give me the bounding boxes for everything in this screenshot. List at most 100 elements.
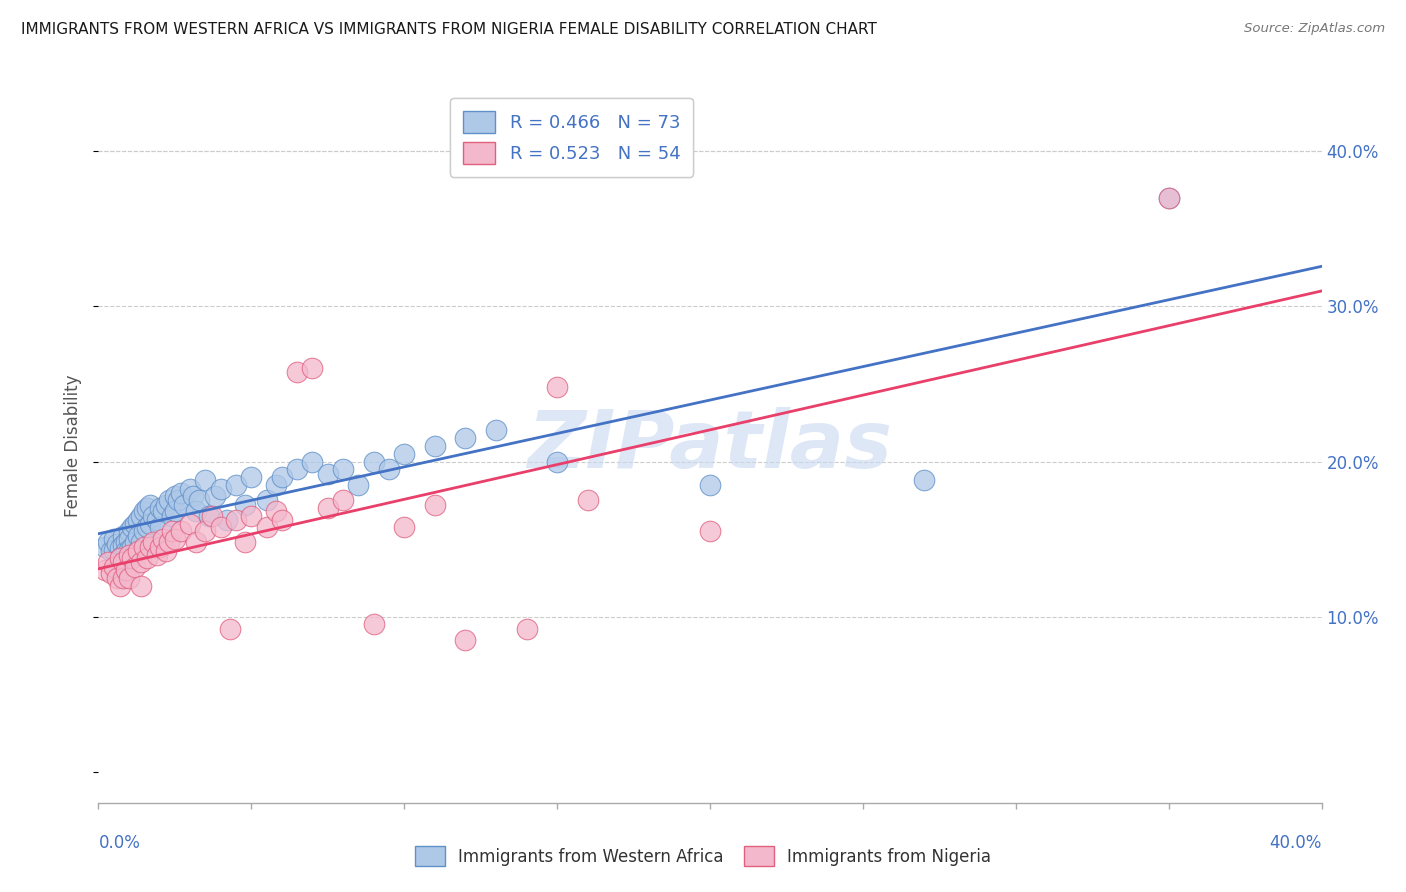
Point: [111, 571, 134, 585]
Point: [163, 532, 186, 546]
Point: [699, 524, 721, 539]
Point: [145, 548, 167, 562]
Point: [108, 550, 131, 565]
Point: [219, 622, 242, 636]
Point: [129, 535, 152, 549]
Point: [194, 473, 217, 487]
Point: [188, 493, 211, 508]
Point: [134, 540, 156, 554]
Point: [142, 535, 165, 549]
Point: [124, 516, 146, 531]
Point: [100, 544, 122, 558]
Point: [197, 508, 219, 523]
Point: [160, 508, 183, 523]
Text: IMMIGRANTS FROM WESTERN AFRICA VS IMMIGRANTS FROM NIGERIA FEMALE DISABILITY CORR: IMMIGRANTS FROM WESTERN AFRICA VS IMMIGR…: [21, 22, 877, 37]
Legend: R = 0.466   N = 73, R = 0.523   N = 54: R = 0.466 N = 73, R = 0.523 N = 54: [450, 98, 693, 177]
Point: [264, 477, 287, 491]
Point: [256, 519, 278, 533]
Point: [105, 571, 128, 585]
Point: [270, 513, 292, 527]
Point: [139, 498, 162, 512]
Point: [103, 560, 125, 574]
Point: [121, 540, 143, 554]
Point: [108, 541, 131, 556]
Point: [167, 493, 190, 508]
Point: [121, 550, 143, 565]
Point: [347, 477, 370, 491]
Y-axis label: Female Disability: Female Disability: [65, 375, 83, 517]
Point: [186, 535, 208, 549]
Point: [285, 365, 308, 379]
Point: [124, 535, 146, 549]
Point: [118, 532, 141, 546]
Point: [546, 454, 568, 468]
Point: [93, 540, 115, 554]
Point: [454, 431, 477, 445]
Legend: Immigrants from Western Africa, Immigrants from Nigeria: Immigrants from Western Africa, Immigran…: [406, 838, 1000, 875]
Point: [105, 537, 128, 551]
Point: [139, 540, 162, 554]
Point: [100, 566, 122, 581]
Point: [264, 504, 287, 518]
Point: [378, 462, 401, 476]
Point: [316, 467, 339, 481]
Point: [301, 361, 323, 376]
Point: [149, 519, 172, 533]
Point: [93, 563, 115, 577]
Point: [179, 516, 201, 531]
Point: [145, 513, 167, 527]
Point: [111, 555, 134, 569]
Point: [392, 447, 416, 461]
Point: [127, 529, 149, 543]
Point: [179, 483, 201, 497]
Point: [485, 424, 508, 438]
Point: [129, 555, 152, 569]
Text: 40.0%: 40.0%: [1270, 834, 1322, 852]
Point: [149, 540, 172, 554]
Point: [454, 632, 477, 647]
Point: [316, 501, 339, 516]
Point: [270, 470, 292, 484]
Point: [157, 493, 180, 508]
Point: [204, 489, 226, 503]
Point: [423, 498, 446, 512]
Point: [160, 524, 183, 539]
Point: [136, 519, 159, 533]
Point: [163, 504, 186, 518]
Point: [181, 489, 204, 503]
Point: [152, 532, 174, 546]
Point: [129, 508, 152, 523]
Point: [155, 544, 177, 558]
Point: [233, 535, 256, 549]
Point: [127, 544, 149, 558]
Point: [152, 504, 174, 518]
Point: [97, 555, 120, 569]
Point: [301, 454, 323, 468]
Point: [423, 439, 446, 453]
Point: [127, 513, 149, 527]
Point: [108, 579, 131, 593]
Point: [225, 477, 247, 491]
Point: [103, 532, 125, 546]
Point: [332, 493, 354, 508]
Point: [209, 519, 232, 533]
Point: [240, 470, 263, 484]
Point: [129, 579, 152, 593]
Point: [194, 524, 217, 539]
Point: [209, 483, 232, 497]
Point: [215, 513, 238, 527]
Point: [173, 498, 195, 512]
Point: [136, 550, 159, 565]
Point: [516, 622, 538, 636]
Point: [142, 508, 165, 523]
Point: [157, 535, 180, 549]
Point: [149, 501, 172, 516]
Point: [699, 477, 721, 491]
Point: [115, 535, 138, 549]
Point: [170, 524, 193, 539]
Point: [233, 498, 256, 512]
Point: [134, 504, 156, 518]
Point: [576, 493, 599, 508]
Text: 0.0%: 0.0%: [98, 834, 141, 852]
Point: [103, 543, 125, 558]
